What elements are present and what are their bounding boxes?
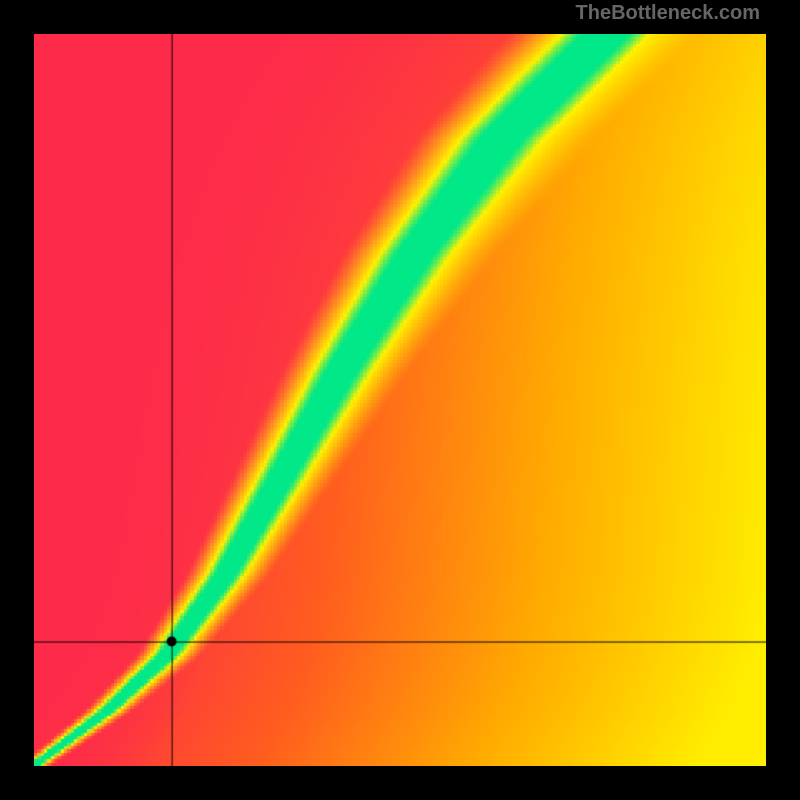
- attribution-text: TheBottleneck.com: [576, 2, 760, 25]
- chart-container: TheBottleneck.com: [0, 0, 800, 800]
- heatmap-canvas: [34, 34, 766, 766]
- plot-area: [34, 34, 766, 766]
